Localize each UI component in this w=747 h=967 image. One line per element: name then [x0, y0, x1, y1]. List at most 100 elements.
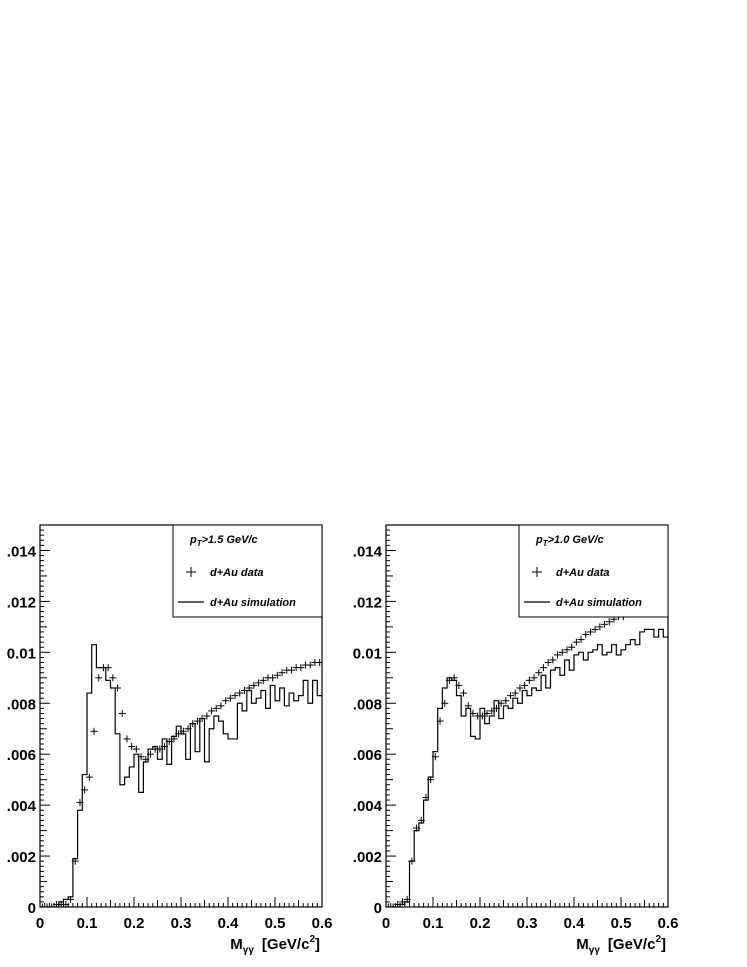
left-data-point [85, 773, 93, 781]
left-x-axis-title: Mγγ [GeV/c2] [230, 934, 320, 956]
left-data-point [128, 743, 136, 751]
right-legend: pT>1.0 GeV/c d+Au data d+Au simulation [518, 524, 669, 618]
left-x-tick-label: 0.2 [124, 915, 145, 932]
left-y-tick-label: .014 [7, 543, 37, 560]
left-x-tick-label: 0.3 [171, 915, 192, 932]
left-data-point [48, 903, 56, 907]
left-plot-ticks: 0 0.1 0.2 0.3 0.4 0.5 0.6 0 .002 .004 .006 .008 0.01… [7, 524, 333, 932]
right-plot-ticks: 0 0.1 0.2 0.3 0.4 0.5 0.6 0 .002 .004 .006 .008 0.01… [353, 524, 679, 932]
right-data-point [507, 692, 515, 700]
left-data-point [306, 661, 314, 669]
right-data-point [568, 643, 576, 651]
left-data-point [226, 694, 234, 702]
right-y-tick-label: .006 [353, 747, 382, 764]
left-data-point [255, 679, 263, 687]
left-legend-data-label: d+Au data [210, 567, 263, 579]
right-data-point [601, 620, 609, 628]
right-y-tick-label: .012 [353, 594, 382, 611]
left-y-tick-label: .006 [7, 747, 36, 764]
left-data-point [278, 669, 286, 677]
right-data-point [572, 638, 580, 646]
right-x-axis-title: Mγγ [GeV/c2] [576, 934, 666, 956]
left-data-point [109, 674, 117, 682]
left-legend: pT>1.5 GeV/c d+Au data d+Au simulation [172, 524, 323, 618]
right-data-point [530, 674, 538, 682]
left-legend-data-marker [186, 567, 196, 577]
left-data-point [95, 674, 103, 682]
right-legend-cut-label: pT>1.0 GeV/c [535, 534, 604, 548]
right-data-point [591, 625, 599, 633]
right-simulation-histogram [386, 628, 668, 907]
right-data-point [582, 631, 590, 639]
right-data-point [502, 697, 510, 705]
right-data-point [554, 651, 562, 659]
right-data-point [511, 689, 519, 697]
left-data-point [123, 735, 131, 743]
left-data-point [236, 689, 244, 697]
right-data-point [521, 681, 529, 689]
left-y-tick-label: .012 [7, 594, 36, 611]
right-legend-data-label: d+Au data [556, 567, 609, 579]
right-data-point [460, 689, 468, 697]
left-data-point [118, 709, 126, 717]
left-data-point [273, 671, 281, 679]
left-x-tick-label: 0.1 [77, 915, 98, 932]
right-data-point [386, 903, 392, 907]
left-data-point [90, 727, 98, 735]
right-data-point [544, 659, 552, 667]
right-plot-marks [386, 600, 668, 907]
right-x-tick-label: 0.1 [423, 915, 444, 932]
right-data-point [563, 646, 571, 654]
right-y-tick-label: .002 [353, 849, 382, 866]
right-x-tick-label: 0.6 [658, 915, 679, 932]
right-x-tick-label: 0.2 [470, 915, 491, 932]
right-data-point [516, 684, 524, 692]
left-data-point [212, 704, 220, 712]
right-x-tick-label: 0.3 [517, 915, 538, 932]
right-data-point [539, 664, 547, 672]
left-data-point [259, 676, 267, 684]
left-data-point [43, 903, 51, 907]
right-y-tick-label: 0.01 [353, 645, 382, 662]
left-x-tick-label: 0.5 [265, 915, 286, 932]
right-data-point [558, 648, 566, 656]
left-simulation-histogram [40, 644, 322, 907]
right-data-point [549, 656, 557, 664]
right-y-tick-label: .014 [353, 543, 383, 560]
right-data-point [586, 628, 594, 636]
right-data-point [596, 623, 604, 631]
left-data-point [203, 712, 211, 720]
left-y-tick-label: .008 [7, 696, 36, 713]
right-y-tick-label: .008 [353, 696, 382, 713]
right-data-point [389, 903, 397, 907]
left-data-point [208, 707, 216, 715]
left-y-tick-label: 0 [28, 900, 36, 917]
left-data-point [40, 903, 46, 907]
left-x-tick-label: 0 [36, 915, 44, 932]
left-data-point [222, 697, 230, 705]
left-legend-cut-label: pT>1.5 GeV/c [189, 534, 258, 548]
right-data-point [525, 676, 533, 684]
left-data-point [217, 702, 225, 710]
left-data-point [231, 692, 239, 700]
right-data-point [605, 618, 613, 626]
left-data-point [132, 745, 140, 753]
right-data-point [535, 669, 543, 677]
left-data-point [269, 674, 277, 682]
left-x-tick-label: 0.6 [312, 915, 333, 932]
right-plot-panel: 0 0.1 0.2 0.3 0.4 0.5 0.6 0 .002 .004 .006 .008 0.01… [353, 524, 679, 956]
right-y-tick-label: 0 [374, 900, 382, 917]
left-legend-sim-label: d+Au simulation [210, 597, 296, 609]
right-data-point [577, 636, 585, 644]
left-data-point [297, 664, 305, 672]
left-y-tick-label: 0.01 [7, 645, 36, 662]
right-x-tick-label: 0 [382, 915, 390, 932]
right-legend-sim-label: d+Au simulation [556, 597, 642, 609]
right-x-tick-label: 0.5 [611, 915, 632, 932]
left-data-point [250, 681, 258, 689]
left-plot-panel: 0 0.1 0.2 0.3 0.4 0.5 0.6 0 .002 .004 .006 .008 0.01… [7, 524, 333, 956]
right-legend-data-marker [532, 567, 542, 577]
left-y-tick-label: .004 [7, 798, 37, 815]
